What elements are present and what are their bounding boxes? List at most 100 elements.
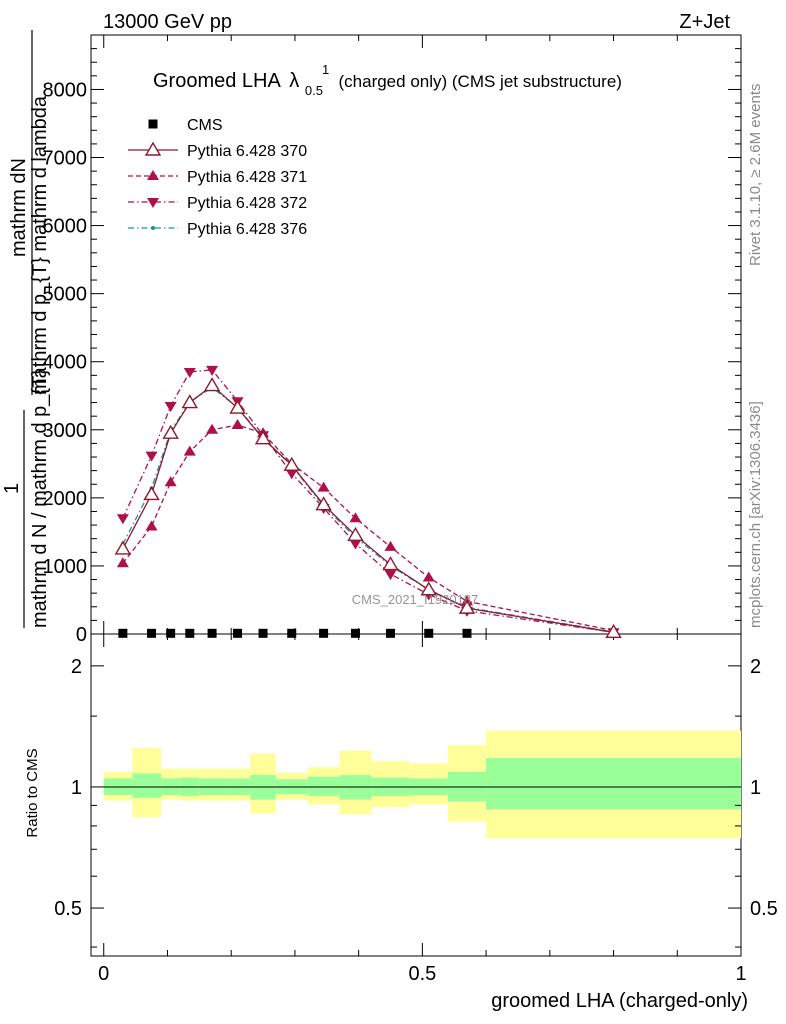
plot-title: Groomed LHA λ 0.5 (charged only) (CMS je… xyxy=(153,70,622,100)
legend-marker xyxy=(147,170,159,180)
data-point xyxy=(317,481,330,492)
data-point xyxy=(143,486,160,501)
data-point xyxy=(315,496,332,511)
series-line xyxy=(122,369,614,633)
data-point xyxy=(145,520,158,531)
x-tick-label: 0.5 xyxy=(408,963,436,985)
data-point xyxy=(420,581,437,596)
legend-entry: Pythia 6.428 371 xyxy=(128,169,307,186)
legend: CMS Pythia 6.428 370 Pythia 6.428 371 Pythi… xyxy=(128,117,307,238)
legend-marker xyxy=(151,226,155,230)
series-line xyxy=(122,424,614,632)
data-point xyxy=(183,367,196,378)
ratio-y-tick-label: 1 xyxy=(71,777,82,799)
ratio-y-tick-label: 0.5 xyxy=(54,898,82,920)
legend-marker xyxy=(148,119,158,129)
data-point xyxy=(422,571,435,582)
series-1 xyxy=(114,377,622,638)
data-point xyxy=(285,469,298,480)
data-point xyxy=(287,628,297,638)
header-left-label: 13000 GeV pp xyxy=(103,11,232,33)
legend-label: Pythia 6.428 371 xyxy=(187,169,307,186)
data-point xyxy=(231,419,244,430)
data-point xyxy=(347,526,364,542)
data-point xyxy=(116,557,129,568)
data-point xyxy=(207,628,217,638)
data-point xyxy=(254,430,272,445)
analysis-watermark: CMS_2021_I1920187 xyxy=(352,592,479,607)
y-tick-label: 5000 xyxy=(43,284,88,306)
ratio-y-axis-label: Ratio to CMS xyxy=(24,748,41,837)
data-point xyxy=(384,570,397,581)
ratio-y-tick-label-right: 1 xyxy=(750,777,761,799)
data-point xyxy=(386,628,396,638)
data-point xyxy=(183,445,196,456)
x-axis-label: groomed LHA (charged-only) xyxy=(491,990,748,1012)
data-point xyxy=(349,539,362,550)
legend-label: CMS xyxy=(187,117,223,134)
rivet-version-label: Rivet 3.1.10, ≥ 2.6M events xyxy=(747,84,764,267)
plot-title-lambda: λ xyxy=(289,70,299,92)
legend-entry: Pythia 6.428 370 xyxy=(128,141,307,160)
x-tick-label: 0 xyxy=(98,963,109,985)
data-point xyxy=(349,512,362,523)
plot-title-main: Groomed LHA xyxy=(153,70,281,92)
series-0 xyxy=(118,628,472,638)
ratio-y-tick-label: 2 xyxy=(71,656,82,678)
data-point xyxy=(458,599,476,614)
data-point xyxy=(384,540,397,551)
ratio-y-tick-label-right: 2 xyxy=(750,656,761,678)
ratio-stat-band xyxy=(486,758,741,810)
ylabel-one-denominator: mathrm d N / mathrm d p_{T} xyxy=(29,369,51,628)
main-y-axis-label: mathrm dN mathrm d p_{T} mathrm d lambda… xyxy=(1,30,51,628)
ratio-bands xyxy=(103,730,741,839)
plot-title-rest: (charged only) (CMS jet substructure) xyxy=(339,72,622,91)
y-tick-label: 2000 xyxy=(43,488,88,510)
y-tick-label: 6000 xyxy=(43,216,88,238)
legend-label: Pythia 6.428 370 xyxy=(187,143,307,160)
data-point xyxy=(203,377,221,392)
data-point xyxy=(424,628,434,638)
main-axis-ticks: 0 1000 2000 3000 4000 5000 6000 7000 8000 xyxy=(43,35,742,646)
data-point xyxy=(114,540,132,555)
data-point xyxy=(145,451,158,462)
plot-title-sup: 1 xyxy=(322,62,329,77)
data-point xyxy=(319,628,329,638)
y-tick-label: 0 xyxy=(76,624,87,646)
ylabel-denominator: mathrm d p_{T} mathrm d lambda xyxy=(29,95,51,395)
data-point xyxy=(116,514,129,525)
plot-title-sub: 0.5 xyxy=(305,83,323,98)
data-point xyxy=(382,556,399,571)
y-tick-label: 7000 xyxy=(43,148,88,170)
ratio-stat-band xyxy=(132,773,162,798)
data-point xyxy=(258,628,268,638)
ylabel-one: 1 xyxy=(1,483,23,494)
data-point xyxy=(350,628,360,638)
series-layer xyxy=(114,365,622,639)
legend-marker xyxy=(147,198,159,208)
series-line xyxy=(122,384,614,633)
data-point xyxy=(118,628,128,638)
ratio-stat-band xyxy=(307,776,340,796)
data-point xyxy=(147,628,157,638)
mcplots-label: mcplots.cern.ch [arXiv:1306.3436] xyxy=(747,401,764,628)
legend-entry: Pythia 6.428 372 xyxy=(128,195,307,212)
data-point xyxy=(605,623,622,638)
header-right-label: Z+Jet xyxy=(679,11,730,33)
legend-label: Pythia 6.428 376 xyxy=(187,221,307,238)
legend-marker xyxy=(144,141,162,156)
data-point xyxy=(462,628,472,638)
data-point xyxy=(166,628,176,638)
data-point xyxy=(283,456,300,471)
data-point xyxy=(164,476,177,487)
y-tick-label: 3000 xyxy=(43,420,88,442)
y-tick-label: 1000 xyxy=(43,556,88,578)
y-tick-label: 4000 xyxy=(43,352,88,374)
legend-entry: CMS xyxy=(148,117,223,134)
data-point xyxy=(162,424,179,439)
data-point xyxy=(206,365,219,376)
y-tick-label: 8000 xyxy=(43,79,88,101)
ratio-y-tick-label-right: 0.5 xyxy=(750,898,778,920)
data-point xyxy=(185,628,195,638)
